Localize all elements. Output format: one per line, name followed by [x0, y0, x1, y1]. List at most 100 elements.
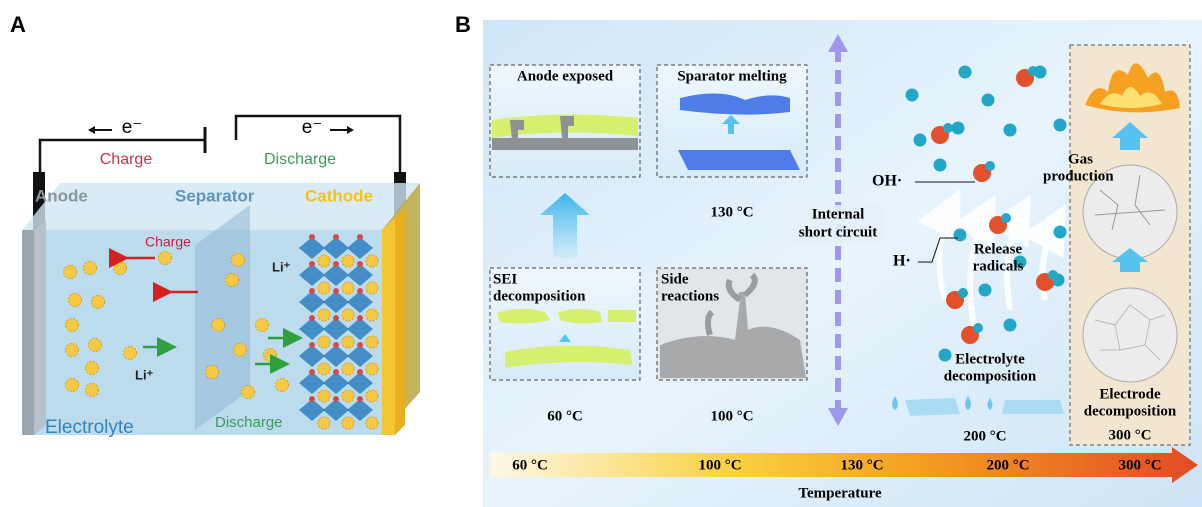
molecule-atom	[943, 123, 953, 133]
lattice-atom	[357, 234, 363, 240]
fire-core	[1100, 87, 1162, 108]
progress-arrow	[540, 193, 590, 258]
melted-separator	[680, 93, 790, 115]
lithium-ion	[68, 293, 82, 307]
short-circuit-label: short circuit	[799, 224, 877, 240]
panel-b: B Anode exposed Sparator melting SEI dec…	[455, 12, 1202, 507]
lithium-ion	[365, 416, 379, 430]
lithium-ion	[317, 335, 331, 349]
charge-label: Charge	[100, 151, 153, 168]
arrowhead	[828, 34, 848, 52]
lattice-cell	[347, 318, 373, 340]
gas-label: Gas	[1068, 151, 1093, 167]
lithium-ion	[365, 281, 379, 295]
release-arrow	[1021, 204, 1066, 301]
electron-label: e⁻	[302, 117, 323, 138]
release-label: radicals	[973, 258, 1024, 274]
lattice-atom	[357, 342, 363, 348]
lattice-cell	[323, 318, 349, 340]
stage-label: Side	[661, 271, 689, 287]
lattice-cell	[299, 291, 325, 313]
lithium-ion	[317, 416, 331, 430]
lithium-ion	[233, 343, 247, 357]
lattice-atom	[357, 315, 363, 321]
stage-temperature: 300 °C	[1108, 427, 1151, 443]
charge-label: Charge	[145, 234, 191, 250]
lattice-atom	[333, 261, 339, 267]
arrow	[722, 115, 740, 124]
molecule-atom	[1003, 123, 1017, 137]
dendrite-branch	[704, 272, 758, 336]
molecule-atom	[981, 93, 995, 107]
lattice-cell	[323, 372, 349, 394]
sei-fragments	[497, 308, 636, 324]
box-top	[22, 183, 420, 230]
molecule-atom	[973, 323, 983, 333]
panel-label: B	[455, 12, 471, 37]
lithium-ion	[317, 362, 331, 376]
lattice-atom	[333, 369, 339, 375]
lithium-ion	[65, 318, 79, 332]
molecules	[905, 65, 1170, 362]
molecule-atom	[1048, 270, 1058, 280]
molecule-atom	[1028, 66, 1038, 76]
electrode-particle	[1082, 287, 1178, 383]
lithium-ion	[317, 389, 331, 403]
anode-plate	[22, 230, 34, 435]
electrode-label: Electrode	[1099, 386, 1161, 402]
temperature-tick: 200 °C	[986, 457, 1029, 473]
lattice-atom	[333, 396, 339, 402]
lattice-atom	[333, 315, 339, 321]
lattice-atom	[357, 396, 363, 402]
lattice-cell	[299, 399, 325, 421]
lithium-ion	[83, 261, 97, 275]
electron-arrowhead	[88, 126, 95, 134]
grain	[1094, 304, 1166, 361]
electron-arrowhead	[347, 126, 354, 134]
lattice-cell	[299, 372, 325, 394]
lithium-ion	[91, 295, 105, 309]
lithium-ion	[205, 365, 219, 379]
lithium-ion	[225, 273, 239, 287]
lattice-atom	[309, 234, 315, 240]
lithium-ion	[211, 318, 225, 332]
lithium-ion	[123, 346, 137, 360]
arrow	[1112, 122, 1148, 150]
lithium-ion	[341, 254, 355, 268]
lithium-ion	[341, 308, 355, 322]
lattice-cell	[323, 399, 349, 421]
radical-label: H·	[893, 253, 911, 270]
temperature-bar	[490, 447, 1198, 483]
lattice-cell	[347, 399, 373, 421]
discharge-label: Discharge	[264, 151, 336, 168]
molecule-atom	[1013, 255, 1027, 269]
molecule-atom	[958, 288, 968, 298]
stage-temperature: 130 °C	[710, 204, 753, 220]
stage-label: Sparator melting	[677, 68, 787, 84]
ion-label: Li⁺	[272, 259, 291, 274]
lattice-cell	[299, 237, 325, 259]
temperature-tick: 100 °C	[698, 457, 741, 473]
stage-label: reactions	[661, 288, 719, 304]
short-circuit-label: Internal	[812, 206, 865, 222]
arrowhead	[828, 408, 848, 426]
release-arrow	[986, 194, 1031, 311]
lithium-ion	[317, 254, 331, 268]
anode-label: Anode	[35, 186, 88, 205]
electrolyte-label: decomposition	[944, 368, 1037, 384]
separator-sheet	[678, 150, 800, 170]
lattice-atom	[309, 288, 315, 294]
cathode-plate	[395, 208, 405, 435]
cathode-label: Cathode	[305, 186, 373, 205]
lithium-ion	[365, 254, 379, 268]
droplet	[892, 396, 993, 410]
lithium-ion	[113, 261, 127, 275]
stage-label: Anode exposed	[517, 68, 614, 84]
molecule-atom	[953, 228, 967, 242]
cathode-plate	[382, 218, 395, 435]
lattice-cell	[323, 345, 349, 367]
arrow	[728, 122, 734, 134]
lattice-cell	[323, 237, 349, 259]
